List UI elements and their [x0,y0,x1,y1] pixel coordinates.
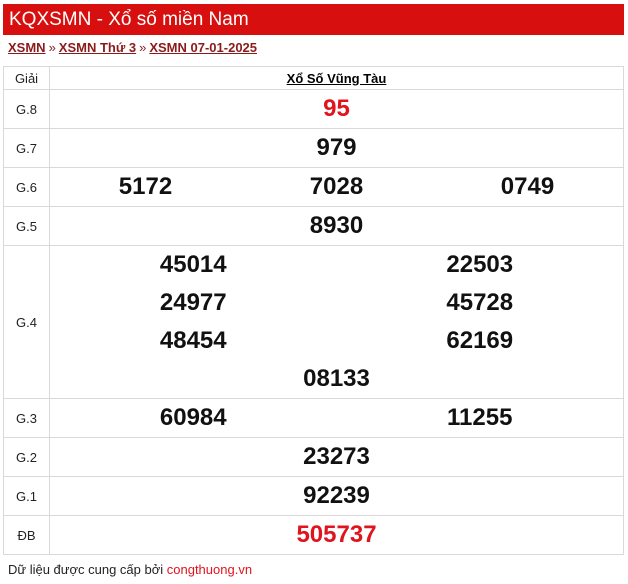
results-table: Giải Xổ Số Vũng Tàu G.8 95 G.7 979 G.6 5… [3,66,624,555]
prize-number: 23273 [303,443,370,470]
prize-number: 979 [316,134,357,161]
breadcrumb-xsmn[interactable]: XSMN [8,40,46,55]
footer-text: Dữ liệu được cung cấp bởi [8,562,167,577]
footer-credit: Dữ liệu được cung cấp bởi congthuong.vn [8,562,252,577]
table-row: G.2 23273 [3,437,624,477]
breadcrumb-xsmn-thu3[interactable]: XSMN Thứ 3 [58,40,137,55]
prize-number: 0749 [500,173,555,200]
prize-label: ĐB [3,515,50,555]
table-row: G.5 8930 [3,206,624,246]
table-row: G.1 92239 [3,476,624,516]
breadcrumb-date[interactable]: XSMN 07-01-2025 [149,40,258,55]
prize-number: 95 [323,95,350,122]
prize-label: G.3 [3,398,50,438]
prize-label: G.6 [3,167,50,207]
breadcrumb-separator: » [139,40,147,55]
prize-number: 11255 [447,404,513,431]
prize-label: G.7 [3,128,50,168]
footer-link[interactable]: congthuong.vn [166,562,253,577]
prize-number: 08133 [303,365,370,392]
prize-number: 5172 [118,173,173,200]
prize-number: 24977 [159,289,227,316]
table-row: ĐB 505737 [3,515,624,555]
table-row: G.7 979 [3,128,624,168]
prize-number: 8930 [309,212,364,239]
table-row: G.6 5172 7028 0749 [3,167,624,207]
prize-number: 45728 [446,289,514,316]
prize-number: 62169 [446,327,514,354]
table-header-row: Giải Xổ Số Vũng Tàu [3,66,624,90]
col-label-header: Giải [3,66,50,90]
special-prize-number: 505737 [296,521,377,548]
table-row: G.3 60984 11255 [3,398,624,438]
prize-number: 45014 [159,251,227,278]
table-row: G.8 95 [3,89,624,129]
prize-label: G.1 [3,476,50,516]
prize-number: 92239 [303,482,370,509]
breadcrumb-separator: » [48,40,56,55]
province-link[interactable]: Xổ Số Vũng Tàu [286,70,387,86]
province-header: Xổ Số Vũng Tàu [49,66,624,90]
breadcrumb: XSMN» XSMN Thứ 3» XSMN 07-01-2025 [8,40,257,55]
prize-number: 22503 [446,251,514,278]
prize-label: G.4 [3,245,50,399]
prize-label: G.8 [3,89,50,129]
prize-label: G.5 [3,206,50,246]
prize-label: G.2 [3,437,50,477]
table-row: G.4 45014 22503 24977 45728 48454 62169 081… [3,245,624,399]
prize-number: 48454 [159,327,227,354]
page-header: KQXSMN - Xổ số miền Nam [3,4,624,35]
prize-number: 7028 [309,173,364,200]
prize-number: 60984 [159,404,227,431]
